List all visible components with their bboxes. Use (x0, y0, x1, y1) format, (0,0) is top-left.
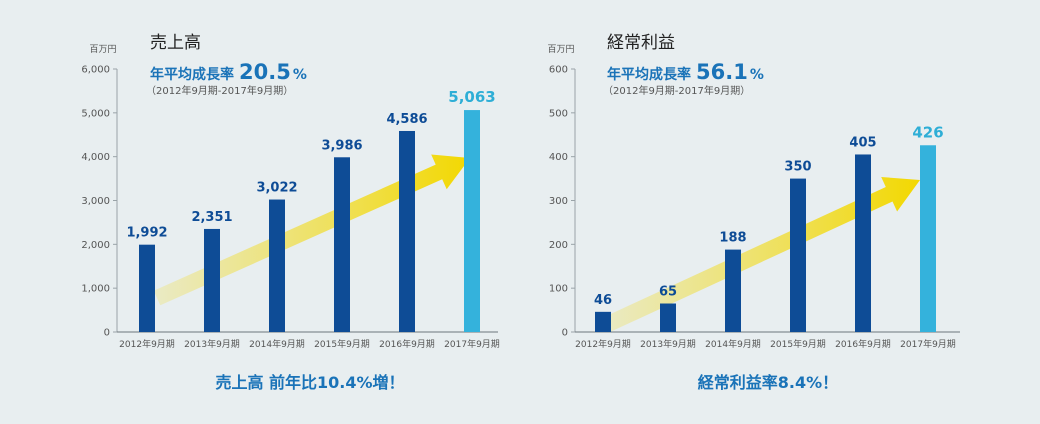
cagr-unit: % (750, 67, 764, 83)
x-tick-label: 2016年9月期 (835, 338, 891, 350)
x-tick-label: 2013年9月期 (640, 338, 696, 350)
bar-2017年9月期 (464, 110, 480, 332)
cagr-text: 年平均成長率 56.1% (607, 60, 764, 84)
bar-2013年9月期 (660, 303, 676, 332)
bar-value-label: 65 (659, 285, 677, 300)
bar-value-label: 1,992 (126, 226, 167, 241)
cagr-unit: % (293, 67, 307, 83)
y-tick-label: 1,000 (81, 284, 110, 295)
bar-value-label: 3,986 (321, 138, 362, 153)
bar-value-label: 2,351 (191, 210, 232, 225)
y-tick-label: 3,000 (81, 196, 110, 207)
x-tick-label: 2014年9月期 (705, 338, 761, 350)
y-axis-unit: 百万円 (89, 44, 116, 55)
cagr-value: 20.5 (239, 60, 291, 84)
cagr-value: 56.1 (696, 60, 748, 84)
x-tick-label: 2012年9月期 (119, 338, 175, 350)
bar-2014年9月期 (269, 199, 285, 332)
y-axis-unit: 百万円 (547, 44, 574, 55)
y-tick-label: 600 (549, 65, 568, 76)
y-tick-label: 400 (549, 152, 568, 163)
bar-2015年9月期 (790, 178, 806, 332)
y-tick-label: 200 (549, 240, 568, 251)
y-tick-label: 2,000 (81, 240, 110, 251)
bar-value-label: 46 (594, 293, 612, 308)
y-tick-label: 0 (104, 328, 110, 339)
x-tick-label: 2012年9月期 (575, 338, 631, 350)
y-tick-label: 100 (549, 284, 568, 295)
bar-value-label: 426 (912, 123, 943, 141)
x-tick-label: 2015年9月期 (314, 338, 370, 350)
bar-2015年9月期 (334, 157, 350, 332)
bar-2012年9月期 (595, 311, 611, 332)
bar-2014年9月期 (725, 249, 741, 332)
bar-2017年9月期 (920, 145, 936, 332)
y-tick-label: 300 (549, 196, 568, 207)
y-tick-label: 4,000 (81, 152, 110, 163)
x-tick-label: 2017年9月期 (900, 338, 956, 350)
bar-2013年9月期 (204, 228, 220, 332)
bar-value-label: 188 (719, 231, 746, 246)
cagr-period: （2012年9月期-2017年9月期） (603, 84, 750, 97)
cagr-period: （2012年9月期-2017年9月期） (146, 84, 293, 97)
y-tick-label: 5,000 (81, 108, 110, 119)
chart-footer-note: 売上高 前年比10.4%増！ (215, 373, 404, 392)
bar-value-label: 4,586 (386, 112, 427, 127)
trend-arrow-icon (602, 177, 920, 333)
bar-value-label: 5,063 (448, 88, 495, 106)
x-tick-label: 2015年9月期 (770, 338, 826, 350)
x-tick-label: 2014年9月期 (249, 338, 305, 350)
bar-2016年9月期 (855, 154, 871, 332)
trend-arrow-icon (153, 154, 470, 306)
bar-value-label: 350 (784, 160, 811, 175)
y-tick-label: 6,000 (81, 65, 110, 76)
chart-footer-note: 経常利益率8.4%！ (698, 373, 838, 392)
y-tick-label: 500 (549, 108, 568, 119)
chart-title: 売上高 (150, 33, 201, 53)
bar-value-label: 3,022 (256, 181, 297, 196)
cagr-label: 年平均成長率 (607, 66, 691, 83)
y-tick-label: 0 (562, 328, 568, 339)
cagr-text: 年平均成長率 20.5% (150, 60, 307, 84)
bar-2012年9月期 (139, 244, 155, 332)
chart-title: 経常利益 (607, 33, 675, 53)
x-tick-label: 2017年9月期 (444, 338, 500, 350)
bar-value-label: 405 (849, 135, 876, 150)
x-tick-label: 2016年9月期 (379, 338, 435, 350)
bar-2016年9月期 (399, 130, 415, 332)
x-tick-label: 2013年9月期 (184, 338, 240, 350)
cagr-label: 年平均成長率 (150, 66, 234, 83)
